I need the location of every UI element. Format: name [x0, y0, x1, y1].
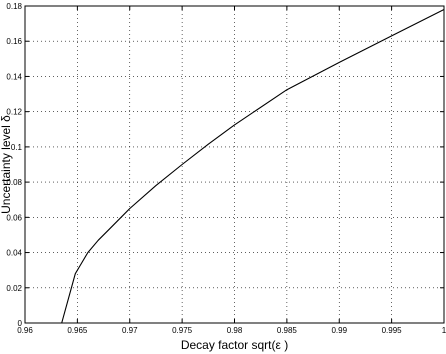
y-tick-label: 0.08: [6, 178, 22, 187]
grid-lines: [25, 6, 444, 323]
y-tick-labels: 0 0.02 0.04 0.06 0.08 0.1 0.12 0.14 0.16 0.18: [6, 2, 22, 328]
series-group: [61, 9, 445, 324]
x-tick-label: 0.96: [17, 326, 33, 335]
plot-frame: [24, 5, 445, 324]
y-tick-label: 0.14: [6, 72, 22, 81]
series-line: [61, 9, 445, 324]
y-tick-label: 0.04: [6, 249, 22, 258]
x-tick-label: 0.985: [277, 326, 298, 335]
x-axis-label: Decay factor sqrt(ε ): [181, 338, 288, 352]
y-tick-label: 0.1: [11, 143, 23, 152]
axis-ticks: [24, 5, 445, 324]
y-tick-label: 0.06: [6, 213, 22, 222]
x-tick-label: 0.975: [172, 326, 193, 335]
x-tick-label: 0.99: [331, 326, 347, 335]
y-tick-label: 0.18: [6, 2, 22, 11]
y-axis-label: Uncertainty level δ: [0, 115, 13, 214]
y-tick-label: 0.02: [6, 284, 22, 293]
x-tick-label: 0.995: [382, 326, 403, 335]
x-tick-label: 1: [442, 326, 446, 335]
y-tick-label: 0: [18, 319, 23, 328]
x-tick-label: 0.965: [67, 326, 88, 335]
y-tick-label: 0.16: [6, 37, 22, 46]
y-tick-label: 0.12: [6, 108, 22, 117]
x-tick-label: 0.97: [122, 326, 138, 335]
x-tick-labels: 0.96 0.965 0.97 0.975 0.98 0.985 0.99 0.995 1: [17, 326, 446, 335]
x-tick-label: 0.98: [227, 326, 243, 335]
